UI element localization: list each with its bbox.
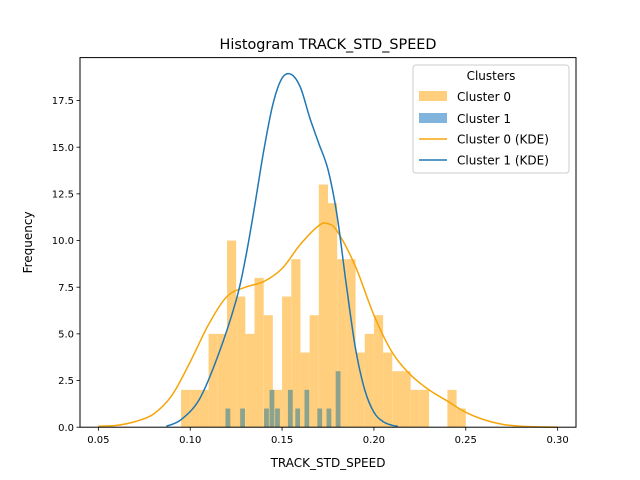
plot-frame bbox=[79, 57, 577, 428]
cluster0-bar-8 bbox=[254, 277, 264, 428]
cluster0-bar-4 bbox=[217, 333, 227, 428]
y-tick-label: 7.5 bbox=[58, 283, 74, 294]
x-tick-label: 0.30 bbox=[546, 435, 568, 446]
legend-label-cluster1: Cluster 1 bbox=[457, 112, 511, 126]
legend-label-cluster0: Cluster 0 bbox=[457, 90, 511, 104]
legend-box bbox=[412, 64, 570, 174]
legend-label-cluster1-kde: Cluster 1 (KDE) bbox=[457, 154, 549, 168]
cluster1-kde-line bbox=[166, 72, 398, 428]
cluster0-bar-18 bbox=[346, 259, 356, 428]
cluster0-bar-1 bbox=[190, 389, 200, 428]
cluster1-bar-4 bbox=[275, 408, 280, 428]
cluster0-bar-13 bbox=[300, 352, 310, 428]
cluster1-bar-7 bbox=[304, 389, 310, 428]
x-axis-ticks: 0.05 0.10 0.15 0.20 0.25 0.30 bbox=[87, 427, 569, 446]
cluster0-bar-2 bbox=[199, 389, 209, 428]
y-axis-label: Frequency bbox=[21, 211, 35, 273]
cluster0-bar-25 bbox=[410, 389, 420, 428]
cluster0-bar-0 bbox=[181, 389, 191, 428]
cluster1-bar-3 bbox=[269, 389, 275, 428]
chart-title: Histogram TRACK_STD_SPEED bbox=[220, 37, 437, 53]
cluster1-bars bbox=[225, 371, 341, 428]
cluster1-bar-8 bbox=[317, 408, 323, 428]
cluster0-bar-27 bbox=[447, 389, 457, 428]
cluster0-kde-line bbox=[98, 222, 558, 428]
cluster0-bar-26 bbox=[419, 389, 430, 428]
cluster0-bar-14 bbox=[309, 315, 319, 428]
y-axis-ticks: 0.0 2.5 5.0 7.5 10.0 12.5 15.0 17.5 bbox=[52, 96, 80, 434]
cluster0-bar-28 bbox=[456, 408, 466, 428]
cluster0-bar-7 bbox=[245, 333, 255, 428]
y-tick-label: 10.0 bbox=[52, 236, 74, 247]
cluster0-bar-12 bbox=[291, 259, 301, 428]
cluster0-bar-20 bbox=[364, 333, 374, 428]
cluster0-bar-24 bbox=[401, 371, 411, 428]
cluster0-bar-19 bbox=[355, 352, 365, 428]
x-tick-label: 0.15 bbox=[271, 435, 293, 446]
x-tick-label: 0.20 bbox=[363, 435, 385, 446]
legend: Clusters Cluster 0 Cluster 1 Cluster 0 (… bbox=[412, 64, 570, 174]
y-tick-label: 17.5 bbox=[52, 96, 74, 107]
legend-swatch-cluster0 bbox=[419, 91, 447, 101]
cluster0-bar-11 bbox=[282, 296, 292, 428]
cluster1-bar-5 bbox=[287, 389, 293, 428]
legend-title: Clusters bbox=[467, 69, 516, 83]
cluster0-bar-17 bbox=[337, 259, 347, 428]
x-tick-label: 0.05 bbox=[87, 435, 109, 446]
cluster1-bar-2 bbox=[264, 408, 269, 428]
y-tick-label: 15.0 bbox=[52, 143, 74, 154]
cluster0-bar-9 bbox=[263, 315, 273, 428]
y-tick-label: 2.5 bbox=[58, 376, 74, 387]
cluster1-bar-10 bbox=[335, 371, 341, 428]
cluster0-bar-23 bbox=[392, 371, 402, 428]
kde-curves bbox=[98, 72, 558, 428]
cluster1-bar-9 bbox=[326, 408, 332, 428]
legend-label-cluster0-kde: Cluster 0 (KDE) bbox=[457, 133, 549, 147]
cluster1-bar-0 bbox=[225, 408, 231, 428]
y-tick-label: 12.5 bbox=[52, 189, 74, 200]
cluster0-bars bbox=[181, 184, 466, 428]
x-tick-label: 0.10 bbox=[179, 435, 201, 446]
cluster0-bar-21 bbox=[373, 315, 384, 428]
y-tick-label: 0.0 bbox=[58, 423, 74, 434]
cluster0-bar-15 bbox=[318, 184, 328, 428]
x-axis-label: TRACK_STD_SPEED bbox=[270, 456, 386, 470]
cluster0-bar-22 bbox=[383, 352, 393, 428]
x-tick-label: 0.25 bbox=[455, 435, 477, 446]
cluster0-bar-16 bbox=[328, 203, 338, 428]
cluster0-bar-3 bbox=[208, 333, 218, 428]
cluster1-bar-1 bbox=[240, 408, 245, 428]
legend-swatch-cluster1 bbox=[419, 113, 447, 123]
cluster0-bar-6 bbox=[236, 296, 246, 428]
y-tick-label: 5.0 bbox=[58, 329, 74, 340]
cluster1-bar-6 bbox=[295, 408, 301, 428]
cluster0-bar-5 bbox=[226, 240, 237, 428]
